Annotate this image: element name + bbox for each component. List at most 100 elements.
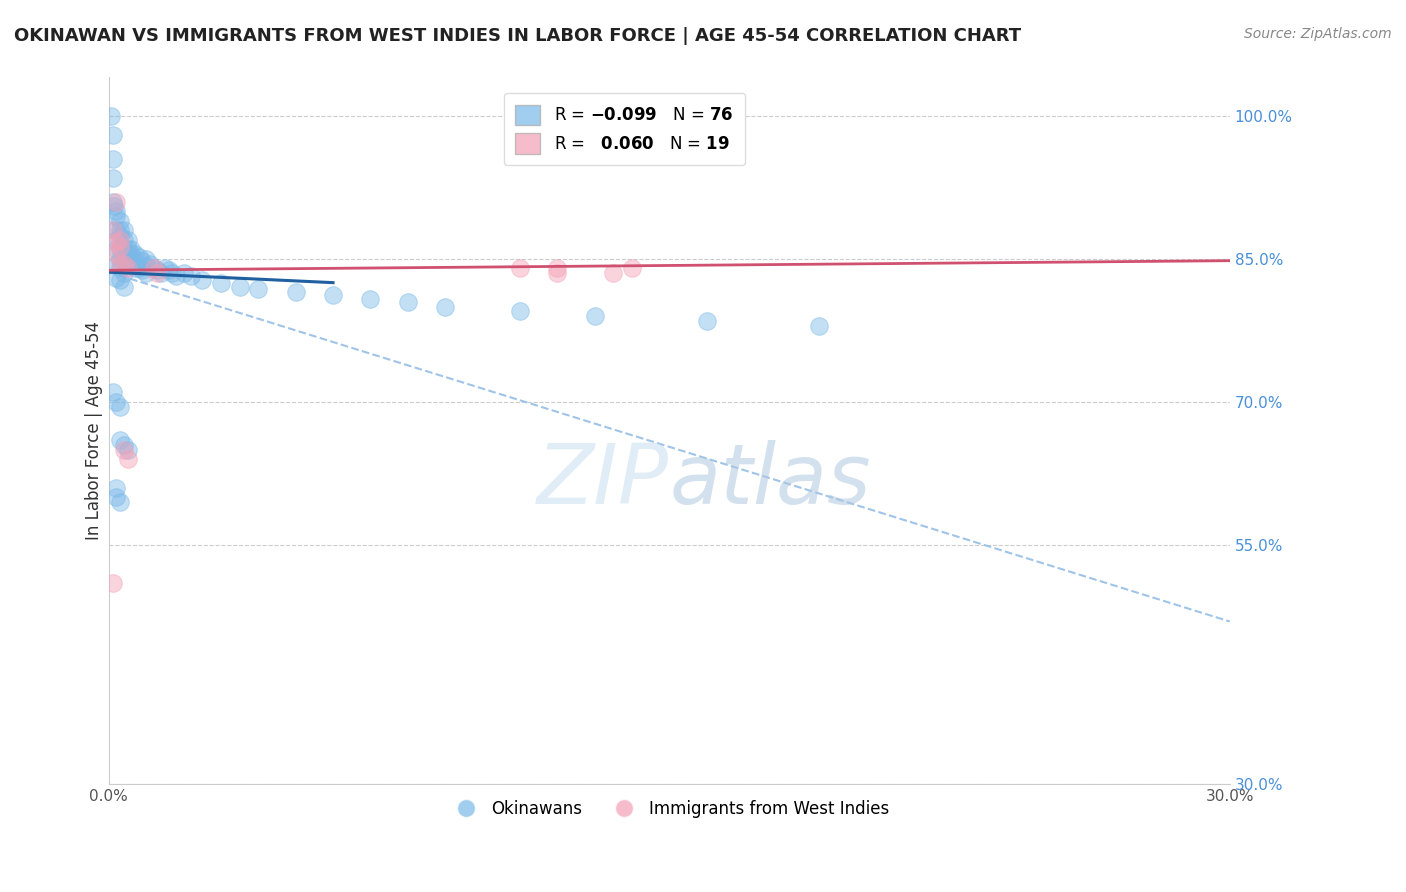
Point: [191, 273, 214, 287]
Point: [100, 109, 122, 123]
Point: [105, 194, 128, 209]
Point: [165, 268, 187, 283]
Point: [120, 247, 142, 261]
Point: [153, 261, 176, 276]
Point: [101, 128, 124, 142]
Point: [247, 282, 270, 296]
Point: [807, 318, 830, 333]
Point: [209, 276, 232, 290]
Point: [105, 481, 128, 495]
Point: [101, 223, 124, 237]
Point: [108, 242, 131, 256]
Point: [128, 250, 150, 264]
Point: [101, 152, 124, 166]
Point: [602, 266, 624, 280]
Point: [105, 204, 128, 219]
Point: [124, 253, 146, 268]
Point: [117, 247, 139, 261]
Point: [583, 309, 606, 323]
Point: [142, 261, 165, 276]
Point: [546, 261, 568, 276]
Point: [108, 400, 131, 414]
Point: [108, 252, 131, 266]
Point: [112, 252, 135, 266]
Point: [180, 268, 202, 283]
Point: [128, 261, 150, 276]
Point: [124, 247, 146, 261]
Point: [112, 242, 135, 256]
Point: [117, 261, 139, 276]
Point: [434, 300, 457, 314]
Point: [105, 209, 128, 223]
Point: [150, 266, 173, 280]
Point: [117, 242, 139, 256]
Point: [284, 285, 307, 300]
Text: OKINAWAN VS IMMIGRANTS FROM WEST INDIES IN LABOR FORCE | AGE 45-54 CORRELATION C: OKINAWAN VS IMMIGRANTS FROM WEST INDIES …: [14, 27, 1021, 45]
Point: [117, 256, 139, 270]
Point: [108, 433, 131, 447]
Point: [101, 576, 124, 591]
Point: [135, 266, 157, 280]
Point: [105, 247, 128, 261]
Point: [105, 271, 128, 285]
Point: [105, 491, 128, 505]
Point: [105, 235, 128, 249]
Point: [396, 294, 419, 309]
Y-axis label: In Labor Force | Age 45-54: In Labor Force | Age 45-54: [86, 321, 103, 540]
Point: [108, 495, 131, 509]
Point: [108, 256, 131, 270]
Point: [620, 261, 643, 276]
Point: [117, 233, 139, 247]
Point: [112, 233, 135, 247]
Point: [105, 233, 128, 247]
Point: [131, 263, 153, 277]
Point: [139, 256, 162, 270]
Point: [112, 438, 135, 452]
Point: [108, 233, 131, 247]
Point: [108, 227, 131, 242]
Point: [509, 261, 531, 276]
Point: [124, 261, 146, 276]
Point: [509, 304, 531, 318]
Point: [101, 194, 124, 209]
Point: [108, 223, 131, 237]
Point: [117, 452, 139, 467]
Point: [101, 385, 124, 400]
Point: [112, 223, 135, 237]
Text: Source: ZipAtlas.com: Source: ZipAtlas.com: [1244, 27, 1392, 41]
Point: [173, 266, 195, 280]
Point: [108, 240, 131, 254]
Point: [146, 266, 169, 280]
Point: [228, 280, 250, 294]
Point: [135, 260, 157, 274]
Text: atlas: atlas: [669, 440, 870, 521]
Point: [112, 266, 135, 280]
Point: [322, 288, 344, 302]
Point: [112, 280, 135, 294]
Point: [359, 292, 381, 306]
Point: [120, 256, 142, 270]
Point: [101, 170, 124, 185]
Point: [135, 252, 157, 266]
Point: [142, 261, 165, 276]
Point: [120, 242, 142, 256]
Legend: Okinawans, Immigrants from West Indies: Okinawans, Immigrants from West Indies: [443, 794, 896, 825]
Point: [105, 395, 128, 409]
Point: [103, 199, 125, 213]
Point: [696, 314, 718, 328]
Point: [112, 256, 135, 270]
Point: [146, 263, 169, 277]
Point: [105, 242, 128, 256]
Point: [117, 442, 139, 457]
Point: [108, 273, 131, 287]
Point: [131, 253, 153, 268]
Point: [157, 263, 180, 277]
Point: [162, 266, 184, 280]
Text: ZIP: ZIP: [537, 440, 669, 521]
Point: [105, 223, 128, 237]
Point: [108, 261, 131, 276]
Point: [546, 266, 568, 280]
Point: [108, 213, 131, 227]
Point: [112, 442, 135, 457]
Point: [105, 256, 128, 270]
